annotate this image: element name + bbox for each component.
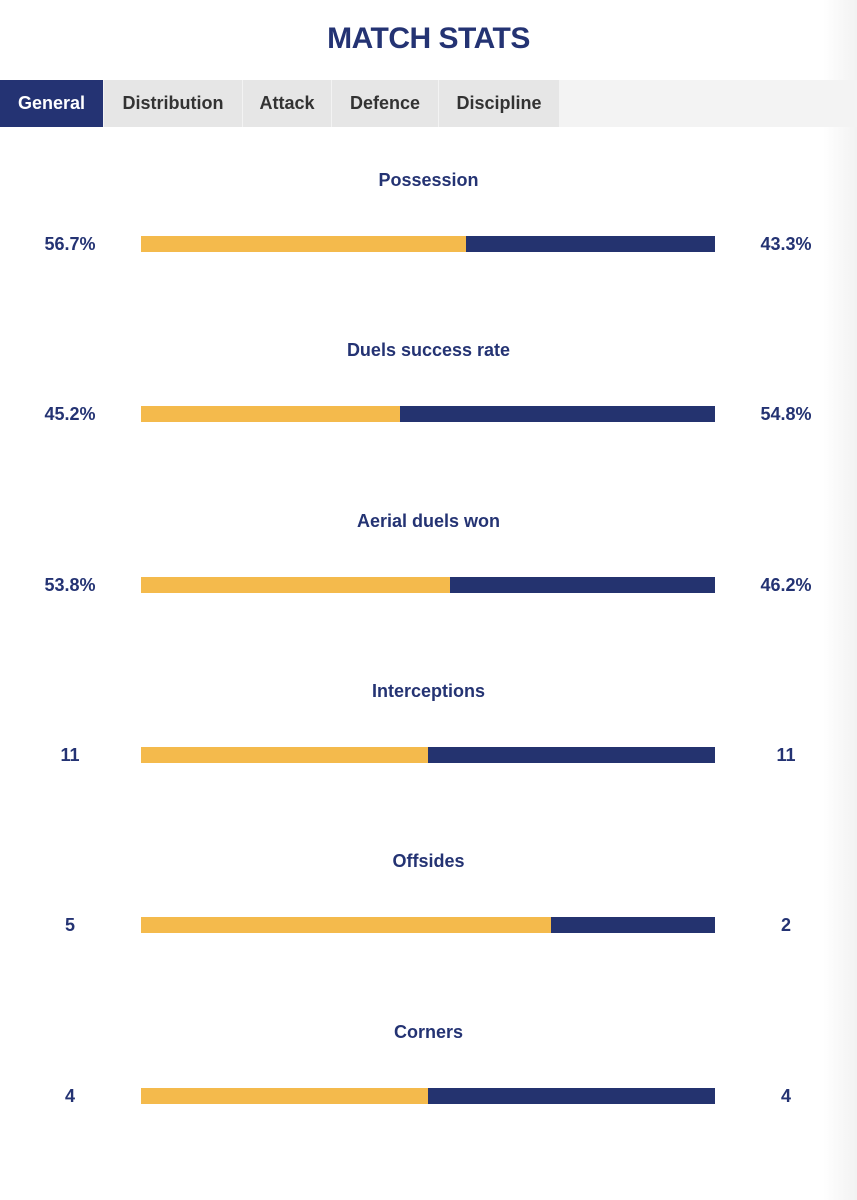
right-edge-shade [823, 0, 857, 1200]
tab-attack[interactable]: Attack [243, 80, 331, 127]
home-bar-segment [141, 747, 428, 763]
away-value: 46.2% [760, 575, 812, 595]
away-value: 43.3% [760, 234, 812, 254]
comparison-bar [141, 917, 715, 933]
home-bar-segment [141, 406, 401, 422]
away-value: 4 [780, 1086, 791, 1106]
stat-label: Aerial duels won [356, 511, 501, 531]
home-bar-segment [141, 917, 551, 933]
tab-general[interactable]: General [0, 80, 103, 127]
stat-corners: Corners 4 4 [0, 1021, 857, 1141]
stat-label: Interceptions [371, 681, 486, 701]
away-bar-segment [400, 406, 715, 422]
home-bar-segment [141, 1088, 428, 1104]
away-value: 2 [780, 915, 791, 935]
home-value: 45.2% [44, 404, 96, 424]
comparison-bar [141, 577, 715, 593]
home-value: 11 [60, 745, 80, 765]
comparison-bar [141, 747, 715, 763]
stat-offsides: Offsides 5 2 [0, 850, 857, 970]
away-value: 54.8% [760, 404, 812, 424]
stat-duels-success-rate: Duels success rate 45.2% 54.8% [0, 339, 857, 459]
stat-label: Offsides [392, 851, 465, 871]
comparison-bar [141, 1088, 715, 1104]
home-bar-segment [141, 577, 450, 593]
stat-label: Corners [393, 1022, 464, 1042]
home-bar-segment [141, 236, 467, 252]
stat-aerial-duels-won: Aerial duels won 53.8% 46.2% [0, 510, 857, 630]
stat-possession: Possession 56.7% 43.3% [0, 169, 857, 289]
tab-distribution[interactable]: Distribution [104, 80, 242, 127]
away-bar-segment [551, 917, 715, 933]
away-value: 11 [776, 745, 796, 765]
stat-label: Duels success rate [346, 340, 511, 360]
away-bar-segment [466, 236, 715, 252]
away-bar-segment [428, 747, 715, 763]
stat-label: Possession [378, 170, 479, 190]
stats-tab-bar: General Distribution Attack Defence Disc… [0, 80, 857, 127]
comparison-bar [141, 406, 715, 422]
home-value: 4 [64, 1086, 75, 1106]
away-bar-segment [449, 577, 715, 593]
home-value: 56.7% [44, 234, 96, 254]
tab-defence[interactable]: Defence [332, 80, 438, 127]
page-title: MATCH STATS [327, 22, 530, 55]
comparison-bar [141, 236, 715, 252]
away-bar-segment [428, 1088, 715, 1104]
tab-discipline[interactable]: Discipline [439, 80, 559, 127]
home-value: 53.8% [44, 575, 96, 595]
stat-interceptions: Interceptions 11 11 [0, 680, 857, 800]
home-value: 5 [64, 915, 75, 935]
